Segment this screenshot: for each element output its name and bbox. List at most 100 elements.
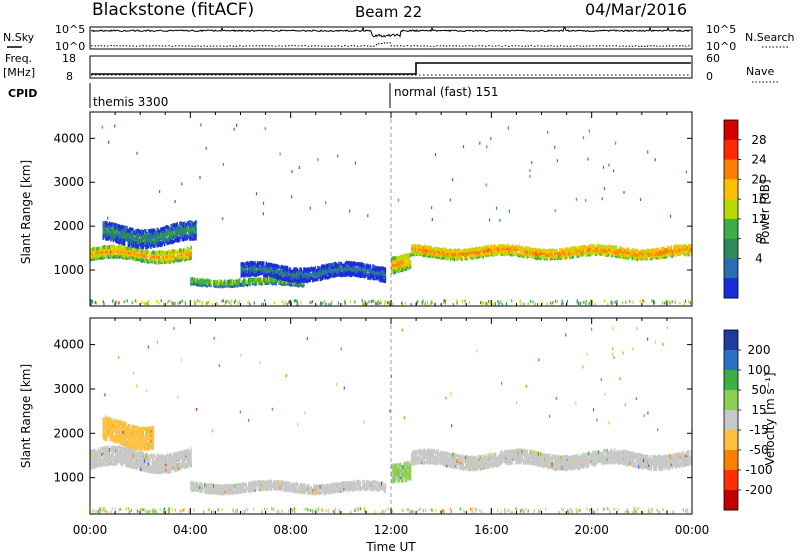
data-cell [317,265,319,270]
data-cell [378,302,380,305]
data-cell [541,250,543,255]
data-cell [404,259,407,264]
data-cell [157,250,160,255]
data-cell [120,420,122,425]
data-cell [103,426,106,431]
data-cell [414,251,417,256]
data-cell [138,450,141,455]
data-cell [238,278,240,283]
data-cell [142,467,145,472]
data-cell [655,254,657,259]
data-cell [231,491,234,496]
data-cell [401,266,403,271]
data-cell [560,256,562,261]
data-cell [260,484,262,489]
data-cell [278,485,280,490]
nsky-tick-bottom: 10^0 [55,40,85,53]
data-cell [241,270,244,275]
data-cell [254,485,256,490]
data-cell [113,244,116,249]
data-cell [215,483,217,488]
data-cell [146,245,148,250]
data-cell [233,490,235,495]
data-cell [303,267,305,272]
data-cell [279,272,281,277]
data-cell [431,248,433,253]
data-cell [238,483,240,488]
data-cell [117,419,119,424]
data-cell [143,445,146,450]
data-cell [191,221,193,225]
data-cell [337,487,339,492]
data-cell [136,232,138,237]
data-cell [108,448,111,452]
data-cell [342,270,344,275]
data-cell [670,245,673,250]
data-cell [170,453,172,457]
data-cell [177,236,180,241]
data-cell [175,456,177,461]
data-cell [565,250,567,255]
data-cell [260,267,262,272]
data-cell [151,425,153,430]
data-cell [665,254,668,259]
data-cell [384,300,386,303]
data-cell [133,435,136,440]
data-cell [243,278,245,283]
data-cell [194,277,196,282]
data-cell [136,434,138,439]
data-cell [224,491,226,495]
data-cell [531,253,533,258]
data-cell [195,230,197,235]
data-cell [505,302,508,306]
data-cell [175,237,177,241]
data-cell [329,490,331,495]
data-cell [140,237,142,241]
data-cell [570,252,572,257]
data-cell [423,246,425,251]
data-cell [575,252,577,257]
data-cell [404,256,407,261]
data-cell [264,271,266,276]
data-cell [669,252,671,257]
data-cell [199,485,201,489]
data-cell [110,425,112,430]
data-cell [136,466,138,471]
data-cell [137,438,140,442]
data-cell [434,246,437,251]
data-cell [289,481,291,486]
data-cell [283,481,285,486]
data-cell [113,233,116,238]
data-cell [215,284,217,289]
data-cell [101,452,103,457]
data-cell [658,247,660,252]
data-cell [378,268,380,273]
data-cell [310,266,313,271]
data-cell [133,441,136,446]
data-cell [127,237,129,242]
data-cell [106,450,108,455]
data-cell [108,233,111,238]
data-cell [381,269,383,273]
data-cell [165,459,167,464]
data-cell [251,265,254,270]
data-cell [186,236,188,241]
data-cell [322,264,324,269]
data-cell [380,299,382,303]
data-cell [503,244,506,249]
data-cell [290,278,293,283]
data-cell [466,249,468,253]
data-cell [329,274,331,279]
data-cell [154,464,156,468]
data-cell [116,446,118,450]
data-cell [423,248,425,253]
data-cell [615,141,617,145]
data-cell [258,265,260,270]
data-cell [448,249,451,253]
data-cell [200,486,202,491]
data-cell [481,254,483,259]
data-cell [116,231,118,236]
data-cell [662,301,664,305]
data-cell [103,221,106,226]
data-cell [199,278,201,283]
